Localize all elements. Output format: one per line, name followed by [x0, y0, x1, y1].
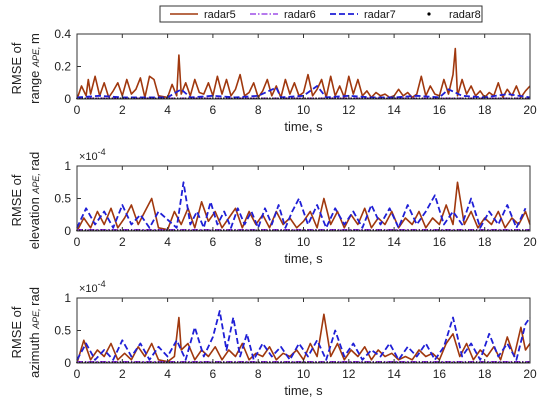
x-tick-label: 2 [119, 103, 126, 117]
x-tick-label: 6 [210, 367, 217, 381]
x-tick-label: 18 [478, 235, 492, 249]
x-tick-label: 18 [478, 103, 492, 117]
legend-entry-radar6: radar6 [250, 9, 316, 21]
x-tick-label: 2 [119, 235, 126, 249]
y-label-ape: APE, [31, 171, 41, 195]
x-tick-label: 10 [297, 235, 311, 249]
x-tick-label: 4 [164, 367, 171, 381]
legend-box [159, 5, 483, 23]
y-axis-label: RMSE of azimuth APE, rad [9, 287, 42, 378]
y-label-quantity: azimuth [27, 329, 42, 378]
y-axis-label-line1: RMSE of [9, 42, 24, 94]
x-tick-label: 20 [523, 103, 537, 117]
x-tick-label: 0 [74, 367, 81, 381]
x-tick-label: 16 [433, 103, 447, 117]
x-tick-label: 20 [523, 367, 537, 381]
x-tick-label: 16 [433, 367, 447, 381]
x-tick-label: 6 [210, 235, 217, 249]
y-label-quantity: range [27, 67, 42, 104]
y-exponent-power: -4 [98, 279, 106, 289]
legend-entry-radar5: radar5 [170, 9, 236, 21]
y-axis-label: RMSE of range APE, m [9, 33, 42, 104]
y-axis-label-line2: azimuth APE, rad [27, 287, 42, 378]
x-tick-label: 20 [523, 235, 537, 249]
y-tick-label: 1 [64, 159, 71, 173]
x-tick-label: 14 [387, 367, 401, 381]
y-tick-label: 0 [64, 92, 71, 106]
y-tick-label: 0 [64, 356, 71, 370]
y-axis-label-line2: range APE, m [27, 33, 42, 104]
x-tick-label: 10 [297, 367, 311, 381]
x-tick-label: 0 [74, 103, 81, 117]
x-tick-label: 14 [387, 235, 401, 249]
legend-label: radar8 [449, 9, 481, 21]
legend-entry-radar7: radar7 [330, 9, 396, 21]
x-tick-label: 14 [387, 103, 401, 117]
legend-label: radar7 [364, 9, 396, 21]
y-label-unit: rad [27, 152, 42, 171]
x-tick-label: 2 [119, 367, 126, 381]
x-tick-label: 6 [210, 103, 217, 117]
y-axis-label-line2: elevation APE, rad [27, 152, 42, 249]
y-tick-label: 0.4 [54, 27, 71, 41]
x-tick-label: 4 [164, 103, 171, 117]
y-tick-label: 0.5 [54, 324, 71, 338]
x-tick-label: 10 [297, 103, 311, 117]
legend-label: radar6 [284, 9, 316, 21]
legend-label: radar5 [204, 9, 236, 21]
x-tick-label: 18 [478, 367, 492, 381]
series-radar7 [76, 181, 527, 229]
y-tick-label: 0.5 [54, 192, 71, 206]
y-label-quantity: elevation [27, 194, 42, 250]
y-label-ape: APE, [31, 44, 41, 68]
y-axis-label-line1: RMSE of [9, 306, 24, 358]
legend-marker [427, 12, 431, 16]
x-tick-label: 12 [342, 367, 356, 381]
series-radar7 [76, 310, 531, 361]
legend-entry-radar8: radar8 [427, 9, 481, 21]
x-tick-label: 8 [255, 235, 262, 249]
x-tick-label: 8 [255, 367, 262, 381]
y-tick-label: 0 [64, 224, 71, 238]
series-radar5 [76, 181, 531, 232]
x-tick-label: 16 [433, 235, 447, 249]
y-axis-label-line1: RMSE of [9, 174, 24, 226]
x-axis-label: time, s [284, 383, 323, 398]
x-axis-label: time, s [284, 119, 323, 134]
y-exponent-label: ×10-4 [79, 279, 106, 295]
y-exponent-label: ×10-4 [79, 147, 106, 163]
x-axis-label: time, s [284, 251, 323, 266]
x-tick-label: 4 [164, 235, 171, 249]
y-exponent-power: -4 [98, 147, 106, 157]
chart-panel-1: 0 2 4 6 8 10 12 14 16 18 20 0 0.2 0.4 time, s RMSE of ra… [9, 27, 537, 134]
y-tick-label: 0.2 [54, 60, 71, 74]
chart-panel-3: 0 2 4 6 8 10 12 14 16 18 20 0 0.5 1 ×10-4 time, s RMSE o… [9, 279, 537, 398]
x-tick-label: 12 [342, 235, 356, 249]
x-tick-label: 12 [342, 103, 356, 117]
y-label-unit: m [27, 33, 42, 44]
chart-panel-2: 0 2 4 6 8 10 12 14 16 18 20 0 0.5 1 ×10-4 time, s RMSE o… [9, 147, 537, 266]
y-axis-label: RMSE of elevation APE, rad [9, 152, 42, 249]
y-label-ape: APE, [31, 306, 41, 330]
x-tick-label: 8 [255, 103, 262, 117]
y-tick-label: 1 [64, 291, 71, 305]
series-radar5 [76, 47, 531, 100]
plot-area [77, 298, 530, 363]
y-label-unit: rad [27, 287, 42, 306]
x-tick-label: 0 [74, 235, 81, 249]
legend: radar5 radar6 radar7 radar8 [159, 5, 483, 23]
